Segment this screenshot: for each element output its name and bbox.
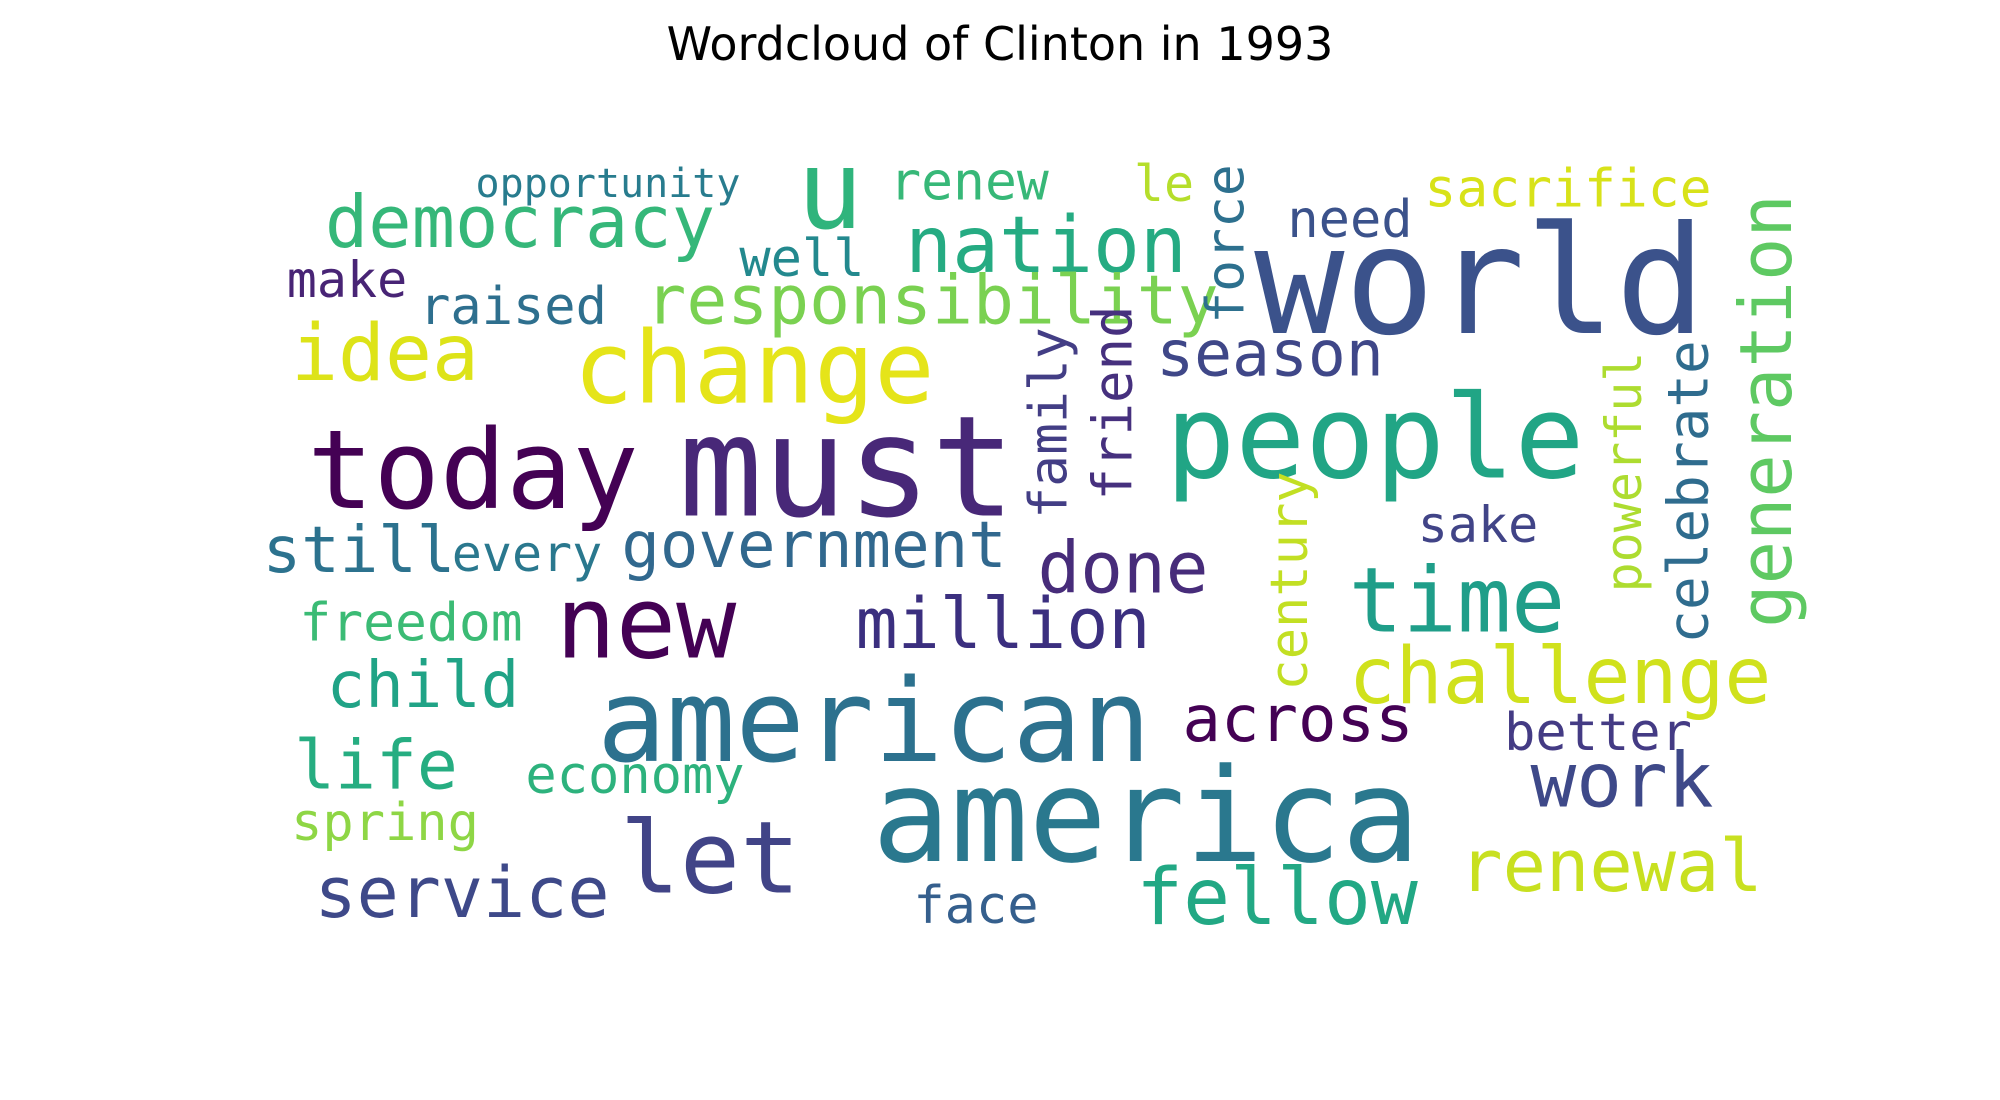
word-renewal: renewal <box>1459 824 1762 908</box>
word-america: america <box>872 740 1420 892</box>
word-force: force <box>1196 164 1257 324</box>
word-need: need <box>1287 190 1412 250</box>
word-spring: spring <box>291 793 479 853</box>
word-every: every <box>452 525 603 583</box>
word-government: government <box>621 509 1006 583</box>
word-new: new <box>556 565 737 682</box>
word-change: change <box>573 310 934 427</box>
word-raised: raised <box>419 277 607 337</box>
word-idea: idea <box>291 309 479 399</box>
word-life: life <box>294 727 458 806</box>
chart-title: Wordcloud of Clinton in 1993 <box>666 17 1334 71</box>
word-freedom: freedom <box>299 593 522 654</box>
word-world: world <box>1254 195 1706 369</box>
word-sacrifice: sacrifice <box>1424 159 1711 220</box>
word-opportunity: opportunity <box>476 161 741 207</box>
word-powerful: powerful <box>1595 352 1653 593</box>
word-century: century <box>1260 471 1320 690</box>
word-well: well <box>739 229 864 289</box>
word-let: let <box>620 800 801 917</box>
word-work: work <box>1530 736 1713 825</box>
word-better: better <box>1504 703 1692 763</box>
word-sake: sake <box>1418 496 1538 554</box>
word-friend: friend <box>1082 305 1145 500</box>
word-across: across <box>1182 683 1413 757</box>
word-economy: economy <box>525 746 744 806</box>
word-still: still <box>263 514 456 588</box>
word-fellow: fellow <box>1136 853 1418 943</box>
word-le: le <box>1134 155 1194 213</box>
word-generation: generation <box>1724 194 1808 627</box>
word-family: family <box>1019 327 1080 518</box>
word-democracy: democracy <box>325 180 715 264</box>
word-make: make <box>287 251 407 309</box>
word-time: time <box>1349 549 1566 654</box>
word-responsibility: responsibility <box>645 262 1218 341</box>
word-renew: renew <box>889 152 1049 213</box>
word-face: face <box>913 876 1038 936</box>
word-celebrate: celebrate <box>1657 340 1722 643</box>
word-people: people <box>1165 371 1584 506</box>
word-done: done <box>1038 527 1209 610</box>
word-nation: nation <box>905 201 1187 291</box>
word-american: american <box>597 655 1151 789</box>
word-must: must <box>678 387 1015 550</box>
word-child: child <box>327 649 520 723</box>
word-u: u <box>797 126 863 254</box>
word-million: million <box>855 583 1150 665</box>
word-today: today <box>307 406 638 534</box>
word-challenge: challenge <box>1349 632 1772 722</box>
word-season: season <box>1156 318 1384 391</box>
word-service: service <box>314 852 609 934</box>
